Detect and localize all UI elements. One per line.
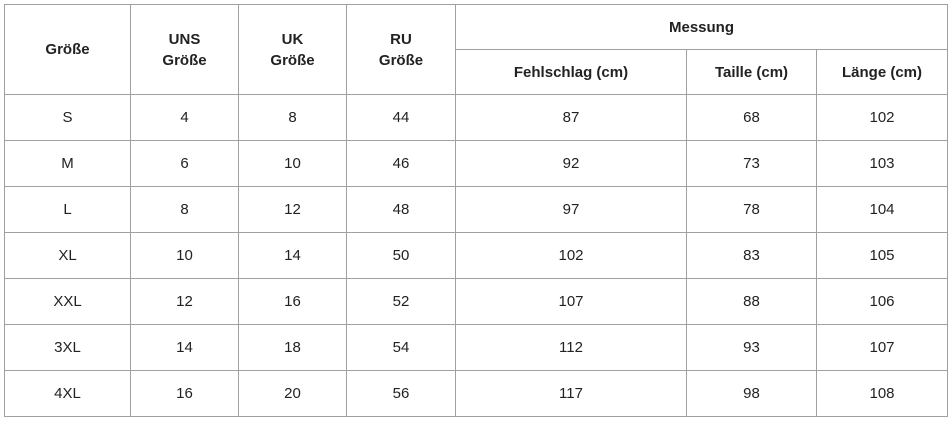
table-cell: 73 — [686, 140, 817, 187]
table-cell: 56 — [346, 370, 456, 417]
table-cell: 44 — [346, 94, 456, 141]
table-row: XXL 12 16 52 107 88 106 — [4, 278, 949, 325]
table-cell: 46 — [346, 140, 456, 187]
table-cell: S — [4, 94, 131, 141]
table-cell: 112 — [455, 324, 687, 371]
table-cell: 18 — [238, 324, 347, 371]
table-cell: 14 — [130, 324, 239, 371]
table-cell: 102 — [815, 94, 949, 141]
table-cell: 92 — [455, 140, 687, 187]
table-body: S 4 8 44 87 68 102 M 6 10 46 92 73 103 L 8 12 48 97 78 104 XL… — [4, 94, 949, 417]
table-row: 4XL 16 20 56 117 98 108 — [4, 370, 949, 417]
table-row: M 6 10 46 92 73 103 — [4, 140, 949, 187]
table-cell: 104 — [815, 186, 949, 233]
header-cell: Messung — [454, 4, 949, 50]
table-cell: 97 — [455, 186, 687, 233]
table-cell: 117 — [455, 370, 687, 417]
table-row: L 8 12 48 97 78 104 — [4, 186, 949, 233]
table-cell: 68 — [686, 94, 817, 141]
header-cell: UNS Größe — [130, 4, 239, 95]
table-row: S 4 8 44 87 68 102 — [4, 94, 949, 141]
table-cell: 93 — [686, 324, 817, 371]
table-cell: 98 — [686, 370, 817, 417]
table-cell: 10 — [130, 232, 239, 279]
header-cell: Größe — [4, 4, 131, 95]
table-cell: 20 — [238, 370, 347, 417]
header-cell: Taille (cm) — [686, 49, 817, 95]
table-cell: L — [4, 186, 131, 233]
table-row: 3XL 14 18 54 112 93 107 — [4, 324, 949, 371]
header-cell: Fehlschlag (cm) — [455, 49, 687, 95]
header-cell: UK Größe — [238, 4, 347, 95]
table-cell: 106 — [815, 278, 949, 325]
table-cell: 87 — [455, 94, 687, 141]
table-cell: 102 — [455, 232, 687, 279]
table-cell: XL — [4, 232, 131, 279]
table-cell: 83 — [686, 232, 817, 279]
table-cell: 12 — [238, 186, 347, 233]
table-cell: 48 — [346, 186, 456, 233]
header-line: UNS — [168, 30, 201, 48]
table-cell: 10 — [238, 140, 347, 187]
table-cell: 88 — [686, 278, 817, 325]
table-cell: 108 — [815, 370, 949, 417]
table-cell: 54 — [346, 324, 456, 371]
table-cell: 6 — [130, 140, 239, 187]
header-line: UK — [281, 30, 304, 48]
header-cell: RU Größe — [346, 4, 456, 95]
header-line: RU — [390, 30, 412, 48]
table-cell: M — [4, 140, 131, 187]
table-cell: 78 — [686, 186, 817, 233]
table-cell: 4 — [130, 94, 239, 141]
table-cell: XXL — [4, 278, 131, 325]
table-cell: 3XL — [4, 324, 131, 371]
table-cell: 16 — [238, 278, 347, 325]
table-cell: 12 — [130, 278, 239, 325]
header-line: Größe — [162, 51, 207, 69]
table-cell: 107 — [815, 324, 949, 371]
header-cell: Länge (cm) — [815, 49, 949, 95]
table-cell: 8 — [130, 186, 239, 233]
table-cell: 16 — [130, 370, 239, 417]
size-table: Größe UNS Größe UK Größe RU Größe Messun… — [4, 4, 949, 417]
table-cell: 103 — [815, 140, 949, 187]
header-line: Größe — [378, 51, 424, 69]
table-cell: 4XL — [4, 370, 131, 417]
table-header: Größe UNS Größe UK Größe RU Größe Messun… — [4, 4, 949, 95]
table-cell: 50 — [346, 232, 456, 279]
table-cell: 14 — [238, 232, 347, 279]
table-cell: 105 — [815, 232, 949, 279]
header-line: Größe — [270, 51, 315, 69]
table-cell: 107 — [455, 278, 687, 325]
table-row: XL 10 14 50 102 83 105 — [4, 232, 949, 279]
table-cell: 52 — [346, 278, 456, 325]
table-cell: 8 — [238, 94, 347, 141]
